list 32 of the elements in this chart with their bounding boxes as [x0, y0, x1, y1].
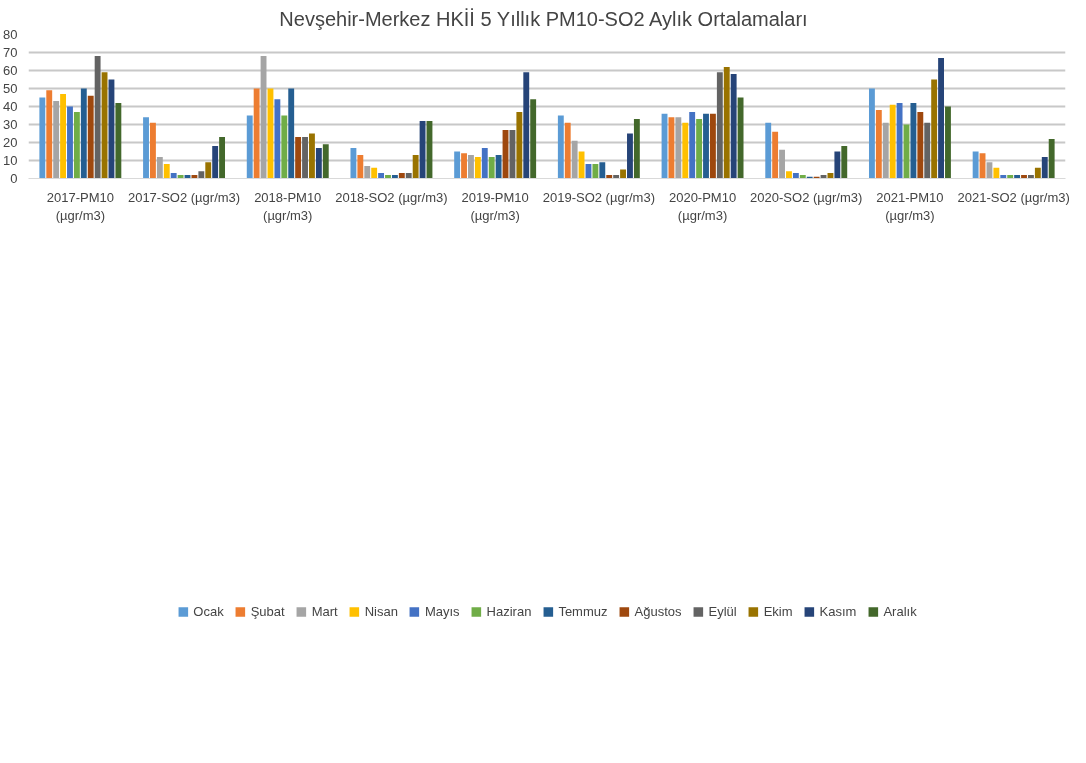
x-tick-label: 2020-PM10 (µgr/m3)	[668, 189, 737, 223]
legend-label: Ekim	[763, 603, 793, 619]
x-tick-label: 2017-SO2 (µgr/m3)	[127, 189, 241, 205]
legend-label: Mayıs	[424, 603, 460, 619]
y-tick-label: 70	[3, 45, 18, 60]
y-tick-label: 80	[3, 27, 18, 42]
x-tick-label: 2021-SO2 (µgr/m3)	[957, 189, 1070, 205]
x-tick-label: 2018-SO2 (µgr/m3)	[335, 189, 448, 205]
x-tick-label: 2021-PM10 (µgr/m3)	[876, 189, 944, 223]
y-tick-label: 30	[3, 117, 18, 132]
y-tick-label: 20	[3, 135, 18, 150]
y-tick-label: 40	[3, 99, 18, 114]
legend-label: Mart	[311, 603, 338, 619]
x-tick-label: 2018-PM10 (µgr/m3)	[254, 189, 322, 223]
legend-label: Temmuz	[558, 603, 608, 619]
y-tick-label: 0	[10, 171, 18, 186]
legend-label: Şubat	[250, 603, 285, 619]
y-tick-label: 60	[3, 63, 18, 78]
chart-title: Nevşehir-Merkez HKİİ 5 Yıllık PM10-SO2 Aylık Ortalamaları	[279, 7, 808, 30]
legend-label: Eylül	[708, 603, 737, 619]
y-tick-label: 50	[3, 81, 18, 96]
y-tick-label: 10	[3, 153, 18, 168]
legend-label: Ağustos	[634, 603, 682, 619]
legend-label: Aralık	[883, 603, 917, 619]
x-tick-label: 2019-PM10 (µgr/m3)	[461, 189, 529, 223]
legend-label: Nisan	[364, 603, 398, 619]
legend-label: Kasım	[819, 603, 857, 619]
x-tick-label: 2020-SO2 (µgr/m3)	[750, 189, 863, 205]
legend-label: Ocak	[193, 603, 224, 619]
legend-label: Haziran	[486, 603, 532, 619]
x-tick-label: 2019-SO2 (µgr/m3)	[542, 189, 655, 205]
x-tick-label: 2017-PM10 (µgr/m3)	[46, 189, 114, 223]
